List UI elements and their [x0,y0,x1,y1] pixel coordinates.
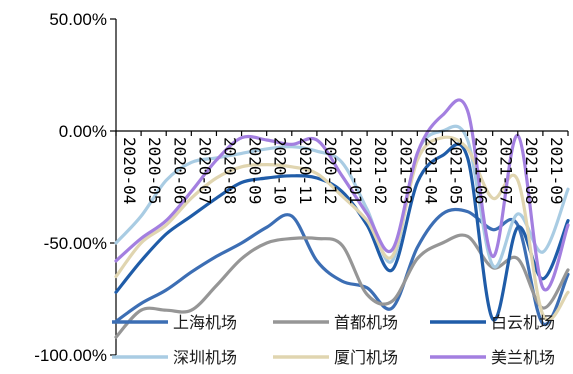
y-tick-label: -50.00% [44,234,107,253]
series-layer [114,98,570,339]
x-tick-label: 2020-04 [120,137,139,204]
legend-label-6: 美兰机场 [491,348,555,367]
x-tick-label: 2021-05 [447,137,466,204]
series-line-5 [114,135,570,322]
y-axis: 50.00% 0.00% -50.00% -100.00% [34,10,117,365]
x-tick-label: 2021-04 [421,137,440,204]
x-tick-label: 2020-11 [296,137,315,204]
x-tick-label: 2020-08 [221,137,240,204]
x-axis: 2020-04 2020-05 2020-06 2020-07 2020-08 2020-… [115,130,569,204]
y-tick-label: 50.00% [49,10,107,29]
x-tick-label: 2020-12 [321,137,340,204]
x-tick-label: 2020-09 [246,137,265,204]
legend-label-2: 首都机场 [334,313,398,332]
x-tick-label: 2021-06 [472,137,491,204]
legend-label-3: 白云机场 [491,313,555,332]
x-tick-label: 2020-10 [271,137,290,204]
x-tick-label: 2020-05 [145,137,164,204]
x-tick-label: 2021-08 [522,137,541,204]
x-tick-label: 2021-03 [396,137,415,204]
series-line-6 [114,98,570,292]
legend-label-5: 厦门机场 [334,348,398,367]
x-tick-label: 2020-06 [170,137,189,204]
y-tick-label: -100.00% [34,346,107,365]
y-tick-label: 0.00% [59,122,107,141]
x-tick-label: 2020-07 [195,137,214,204]
series-line-4 [114,124,570,269]
legend-label-4: 深圳机场 [173,348,237,367]
x-tick-label: 2021-02 [371,137,390,204]
x-tick-label: 2021-07 [497,137,516,204]
x-tick-label: 2021-01 [346,137,365,204]
x-tick-label: 2021-09 [547,137,566,204]
legend-label-1: 上海机场 [173,313,237,332]
